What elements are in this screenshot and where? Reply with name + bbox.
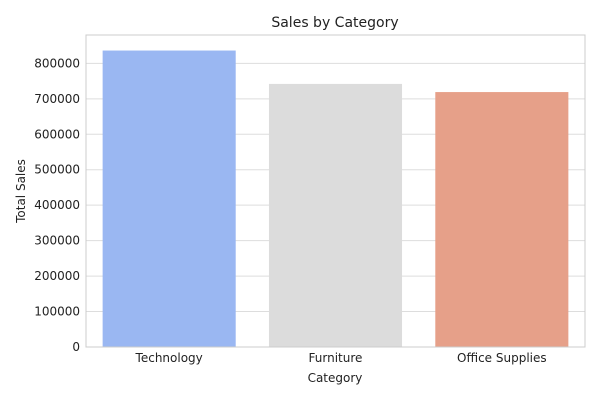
plot-frame: [85, 34, 586, 348]
y-tick-label: 0: [72, 340, 80, 354]
y-tick-label: 300000: [34, 234, 80, 248]
y-tick-label: 400000: [34, 198, 80, 212]
y-tick-label: 700000: [34, 92, 80, 106]
y-tick-labels: 0 100000 200000 300000 400000 500000 600000 700…: [34, 56, 80, 354]
y-tick-label: 800000: [34, 56, 80, 70]
bars: [102, 50, 569, 348]
x-tick-label: Technology: [135, 351, 203, 365]
x-axis-label: Category: [308, 371, 363, 385]
x-tick-label: Office Supplies: [457, 351, 547, 365]
y-axis-label: Total Sales: [14, 159, 28, 224]
chart-title: Sales by Category: [271, 15, 398, 31]
bar-office-supplies: [435, 92, 569, 347]
y-tick-label: 100000: [34, 305, 80, 319]
y-tick-label: 500000: [34, 163, 80, 177]
x-tick-label: Furniture: [309, 351, 363, 365]
bar-furniture: [268, 83, 403, 348]
y-tick-label: 200000: [34, 269, 80, 283]
bar-technology: [102, 50, 236, 347]
y-tick-label: 600000: [34, 127, 80, 141]
x-tick-labels: Technology Furniture Office Supplies: [135, 351, 547, 365]
